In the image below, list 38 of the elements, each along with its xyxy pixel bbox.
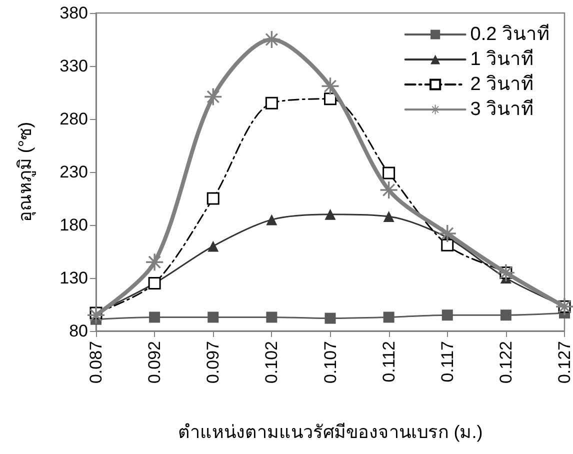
point	[206, 192, 220, 205]
point	[382, 166, 396, 180]
point	[208, 240, 219, 252]
x-tick-label: 0.112	[379, 341, 398, 382]
point	[266, 214, 278, 226]
y-tick-label: 380	[60, 4, 88, 22]
x-tick-label: 0.102	[262, 341, 282, 384]
x-tick-label: 0.097	[204, 341, 223, 384]
legend-label: 3 วินาที	[470, 98, 534, 120]
y-tick-label: 130	[60, 268, 88, 288]
point	[324, 208, 336, 220]
x-tick-label: 0.092	[145, 341, 164, 384]
y-tick-label: 230	[60, 162, 88, 182]
point	[149, 312, 160, 323]
x-tick-label: 0.087	[86, 341, 106, 384]
point	[442, 310, 453, 321]
x-tick-label: 0.122	[496, 341, 516, 384]
legend-label: 1 วินาที	[470, 48, 534, 70]
x-tick-label: 0.107	[320, 341, 340, 384]
point	[441, 238, 454, 252]
point	[324, 312, 336, 324]
x-tick-label: 0.127	[555, 341, 573, 384]
point	[383, 312, 394, 323]
point	[208, 312, 219, 323]
point	[88, 306, 104, 324]
y-tick-label: 330	[60, 56, 88, 76]
point	[500, 310, 512, 321]
x-tick-label: 0.117	[438, 341, 457, 382]
point	[266, 312, 278, 323]
legend-label: 2 วินาที	[470, 73, 534, 95]
y-tick-label: 180	[60, 216, 88, 234]
y-tick-label: 280	[60, 110, 88, 128]
point	[265, 96, 278, 110]
point	[383, 211, 394, 222]
y-axis-title: อุณหภูมิ (°ซ)	[15, 122, 36, 222]
x-axis-title: ตำแหน่งตามแนวรัศมีของจานเบรก (ม.)	[178, 422, 483, 442]
legend-label: 0.2 วินาที	[470, 23, 550, 45]
y-tick-label: 80	[69, 322, 88, 340]
